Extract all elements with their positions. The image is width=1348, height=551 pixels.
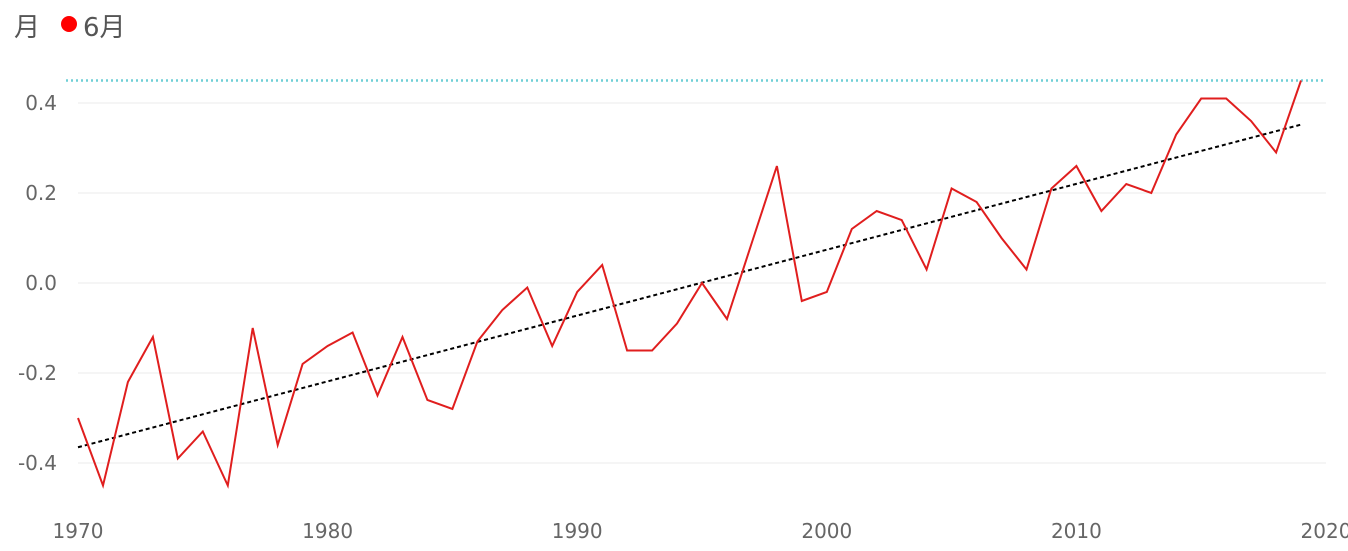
legend: 月 6月: [14, 13, 126, 43]
legend-marker-icon: [61, 16, 77, 32]
x-tick-label: 1970: [53, 519, 104, 543]
y-tick-label: -0.4: [18, 451, 57, 475]
x-tick-label: 2010: [1051, 519, 1102, 543]
y-tick-label: 0.2: [25, 181, 57, 205]
trend-line: [77, 123, 1302, 449]
series-line: [77, 80, 1302, 489]
x-tick-label: 1990: [552, 519, 603, 543]
y-tick-label: 0.0: [25, 271, 57, 295]
plot-area: [66, 79, 1326, 489]
y-tick-label: -0.2: [18, 361, 57, 385]
legend-series-label: 6月: [83, 13, 126, 43]
y-tick-label: 0.4: [25, 91, 57, 115]
x-tick-label: 2020: [1301, 519, 1348, 543]
legend-title: 月: [14, 13, 40, 43]
x-tick-label: 1980: [302, 519, 353, 543]
x-tick-label: 2000: [801, 519, 852, 543]
x-axis-ticks: 1970 1980 1990 2000 2010 2020: [53, 519, 1348, 543]
y-axis-ticks: -0.4 -0.2 0.0 0.2 0.4: [18, 91, 57, 475]
